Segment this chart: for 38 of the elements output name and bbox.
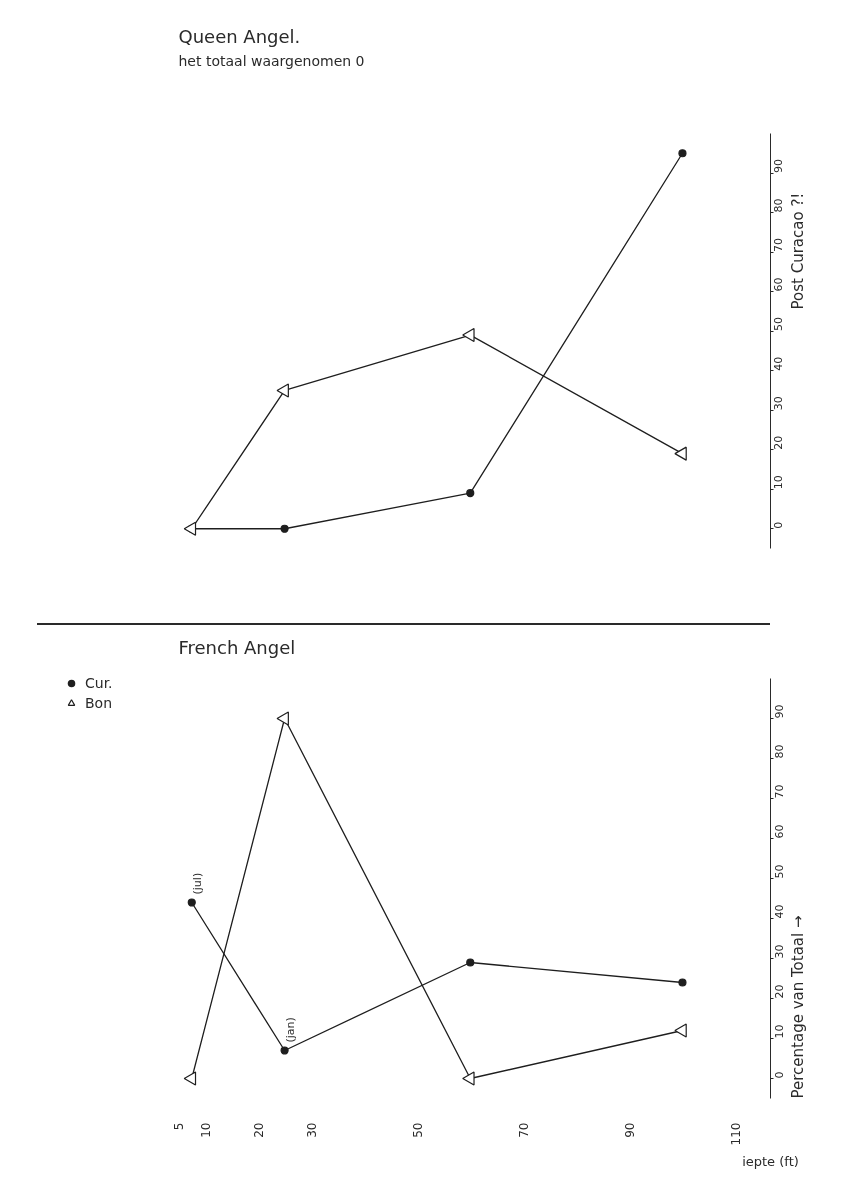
y-tick-label: 0: [772, 521, 786, 529]
y-tick-label: 10: [772, 1024, 786, 1039]
chart-title: Queen Angel.: [178, 25, 301, 47]
annotation: (jan): [284, 1017, 298, 1043]
x-tick-label: 10: [198, 1122, 213, 1138]
y-tick-label: 80: [772, 744, 786, 759]
y-tick-label: 40: [772, 356, 786, 371]
y-axis-title: Percentage van Totaal →: [788, 915, 807, 1099]
y-tick-label: 30: [772, 396, 786, 411]
y-tick-label: 20: [772, 984, 786, 999]
y-tick-label: 30: [772, 944, 786, 959]
y-tick-label: 70: [772, 784, 786, 799]
y-tick-label: 90: [772, 159, 786, 174]
y-tick-label: 10: [772, 475, 786, 490]
x-tick-label: 90: [622, 1122, 637, 1138]
chart-title: French Angel: [178, 636, 296, 658]
legend-label: Bon: [85, 695, 113, 711]
x-tick-label: 5: [172, 1122, 186, 1131]
legend-label: Cur.: [85, 675, 113, 691]
annotation: (jul): [191, 872, 205, 895]
y-tick-label: 90: [772, 704, 786, 719]
y-tick-label: 50: [772, 864, 786, 879]
y-tick-label: 50: [772, 317, 786, 332]
y-tick-label: 80: [772, 198, 786, 213]
x-tick-label: 30: [304, 1122, 319, 1138]
x-axis-title: iepte (ft): [742, 1154, 799, 1170]
x-tick-label: 50: [410, 1122, 425, 1138]
x-tick-label: 20: [251, 1122, 266, 1138]
x-tick-label: 110: [729, 1122, 743, 1146]
y-tick-label: 60: [772, 824, 786, 839]
x-tick-label: 70: [516, 1122, 531, 1138]
chart-subtitle: het totaal waargenomen 0: [178, 52, 365, 69]
y-tick-label: 0: [772, 1071, 786, 1079]
y-tick-label: 60: [772, 277, 786, 292]
y-tick-label: 70: [772, 238, 786, 253]
y-tick-label: 40: [772, 904, 786, 919]
y-axis-title: Post Curacao ?!: [788, 192, 807, 310]
y-tick-label: 20: [772, 435, 786, 450]
